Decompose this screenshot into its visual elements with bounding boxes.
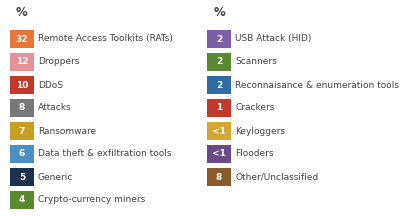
Bar	[10, 122, 34, 140]
Bar	[207, 53, 231, 71]
Text: Reconnaisance & enumeration tools: Reconnaisance & enumeration tools	[235, 81, 399, 89]
Text: 2: 2	[216, 57, 222, 67]
Text: Generic: Generic	[38, 173, 73, 181]
Text: 32: 32	[16, 35, 28, 43]
Text: Keyloggers: Keyloggers	[235, 127, 285, 135]
Bar	[207, 122, 231, 140]
Bar	[10, 191, 34, 209]
Text: 4: 4	[19, 195, 25, 205]
Text: 8: 8	[19, 103, 25, 113]
Bar	[10, 76, 34, 94]
Text: Scanners: Scanners	[235, 57, 277, 67]
Text: <1: <1	[212, 127, 226, 135]
Bar	[10, 30, 34, 48]
Bar	[207, 99, 231, 117]
Text: %: %	[213, 5, 225, 19]
Text: USB Attack (HID): USB Attack (HID)	[235, 35, 311, 43]
Text: 7: 7	[19, 127, 25, 135]
Text: %: %	[16, 5, 28, 19]
Text: Data theft & exfiltration tools: Data theft & exfiltration tools	[38, 149, 172, 159]
Text: 8: 8	[216, 173, 222, 181]
Bar	[10, 168, 34, 186]
Text: 6: 6	[19, 149, 25, 159]
Text: 2: 2	[216, 81, 222, 89]
Text: Remote Access Toolkits (RATs): Remote Access Toolkits (RATs)	[38, 35, 173, 43]
Text: 12: 12	[16, 57, 28, 67]
Text: Crackers: Crackers	[235, 103, 274, 113]
Bar	[10, 145, 34, 163]
Text: Attacks: Attacks	[38, 103, 72, 113]
Bar	[207, 76, 231, 94]
Bar	[207, 30, 231, 48]
Text: DDoS: DDoS	[38, 81, 63, 89]
Text: <1: <1	[212, 149, 226, 159]
Bar	[207, 145, 231, 163]
Bar	[10, 53, 34, 71]
Bar	[207, 168, 231, 186]
Text: Other/Unclassified: Other/Unclassified	[235, 173, 318, 181]
Text: Droppers: Droppers	[38, 57, 79, 67]
Text: 1: 1	[216, 103, 222, 113]
Text: Flooders: Flooders	[235, 149, 274, 159]
Text: Ransomware: Ransomware	[38, 127, 96, 135]
Bar	[10, 99, 34, 117]
Text: Crypto-currency miners: Crypto-currency miners	[38, 195, 145, 205]
Text: 5: 5	[19, 173, 25, 181]
Text: 10: 10	[16, 81, 28, 89]
Text: 2: 2	[216, 35, 222, 43]
